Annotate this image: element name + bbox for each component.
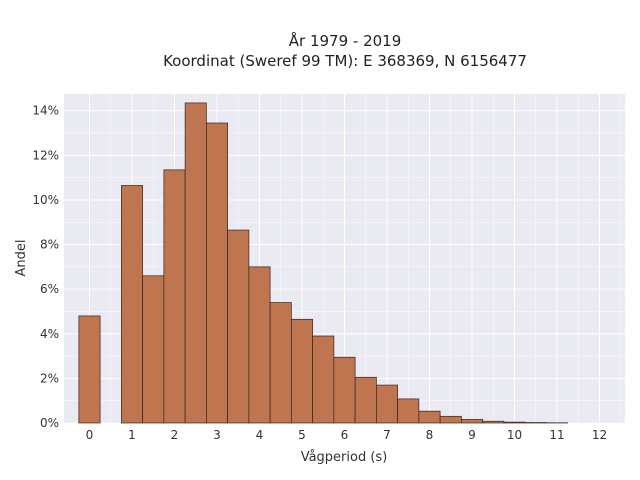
histogram-bar	[418, 410, 441, 424]
y-axis-ticks: 0% 2% 4% 6% 8% 10% 12% 14%	[32, 104, 59, 430]
x-tick-label: 8	[426, 428, 434, 442]
x-tick-label: 5	[298, 428, 306, 442]
y-tick-label: 14%	[32, 104, 59, 118]
x-axis-ticks: 0 1 2 3 4 5 6 7 8 9 10 11 12	[86, 428, 607, 442]
x-tick-label: 11	[549, 428, 564, 442]
x-tick-label: 0	[86, 428, 94, 442]
x-tick-label: 10	[507, 428, 522, 442]
histogram-bar	[227, 229, 250, 424]
histogram-bar	[312, 335, 335, 424]
x-tick-label: 1	[128, 428, 136, 442]
y-axis-label: Andel	[14, 240, 29, 277]
histogram-bar	[291, 318, 313, 424]
histogram-bar	[354, 376, 377, 424]
x-tick-label: 7	[383, 428, 391, 442]
x-axis-label: Vågperiod (s)	[301, 450, 388, 465]
histogram-bar	[163, 169, 186, 424]
histogram-bar	[142, 275, 165, 424]
y-tick-label: 6%	[40, 282, 59, 296]
histogram-bar	[333, 356, 356, 424]
histogram-bar	[269, 302, 292, 424]
y-tick-label: 4%	[40, 327, 59, 341]
histogram-bars	[78, 102, 568, 424]
y-tick-label: 12%	[32, 148, 59, 162]
x-tick-label: 12	[592, 428, 607, 442]
histogram-bar	[78, 315, 101, 424]
histogram-bar	[376, 384, 398, 424]
histogram-bar	[397, 398, 420, 424]
histogram-bar	[461, 419, 483, 424]
histogram-bar	[248, 266, 271, 424]
x-tick-label: 3	[213, 428, 221, 442]
histogram-bar	[439, 415, 462, 424]
x-tick-label: 9	[468, 428, 476, 442]
histogram-bar	[121, 185, 143, 424]
x-tick-label: 2	[171, 428, 179, 442]
histogram-bar	[503, 421, 526, 424]
x-tick-label: 6	[341, 428, 349, 442]
chart-subtitle: Koordinat (Sweref 99 TM): E 368369, N 61…	[163, 52, 527, 70]
y-tick-label: 8%	[40, 238, 59, 252]
chart-title: År 1979 - 2019	[289, 31, 402, 50]
histogram-bar	[482, 420, 505, 424]
y-tick-label: 10%	[32, 193, 59, 207]
y-tick-label: 0%	[40, 416, 59, 430]
y-tick-label: 2%	[40, 371, 59, 385]
x-tick-label: 4	[256, 428, 264, 442]
histogram-bar	[184, 102, 207, 424]
histogram-bar	[206, 122, 228, 424]
